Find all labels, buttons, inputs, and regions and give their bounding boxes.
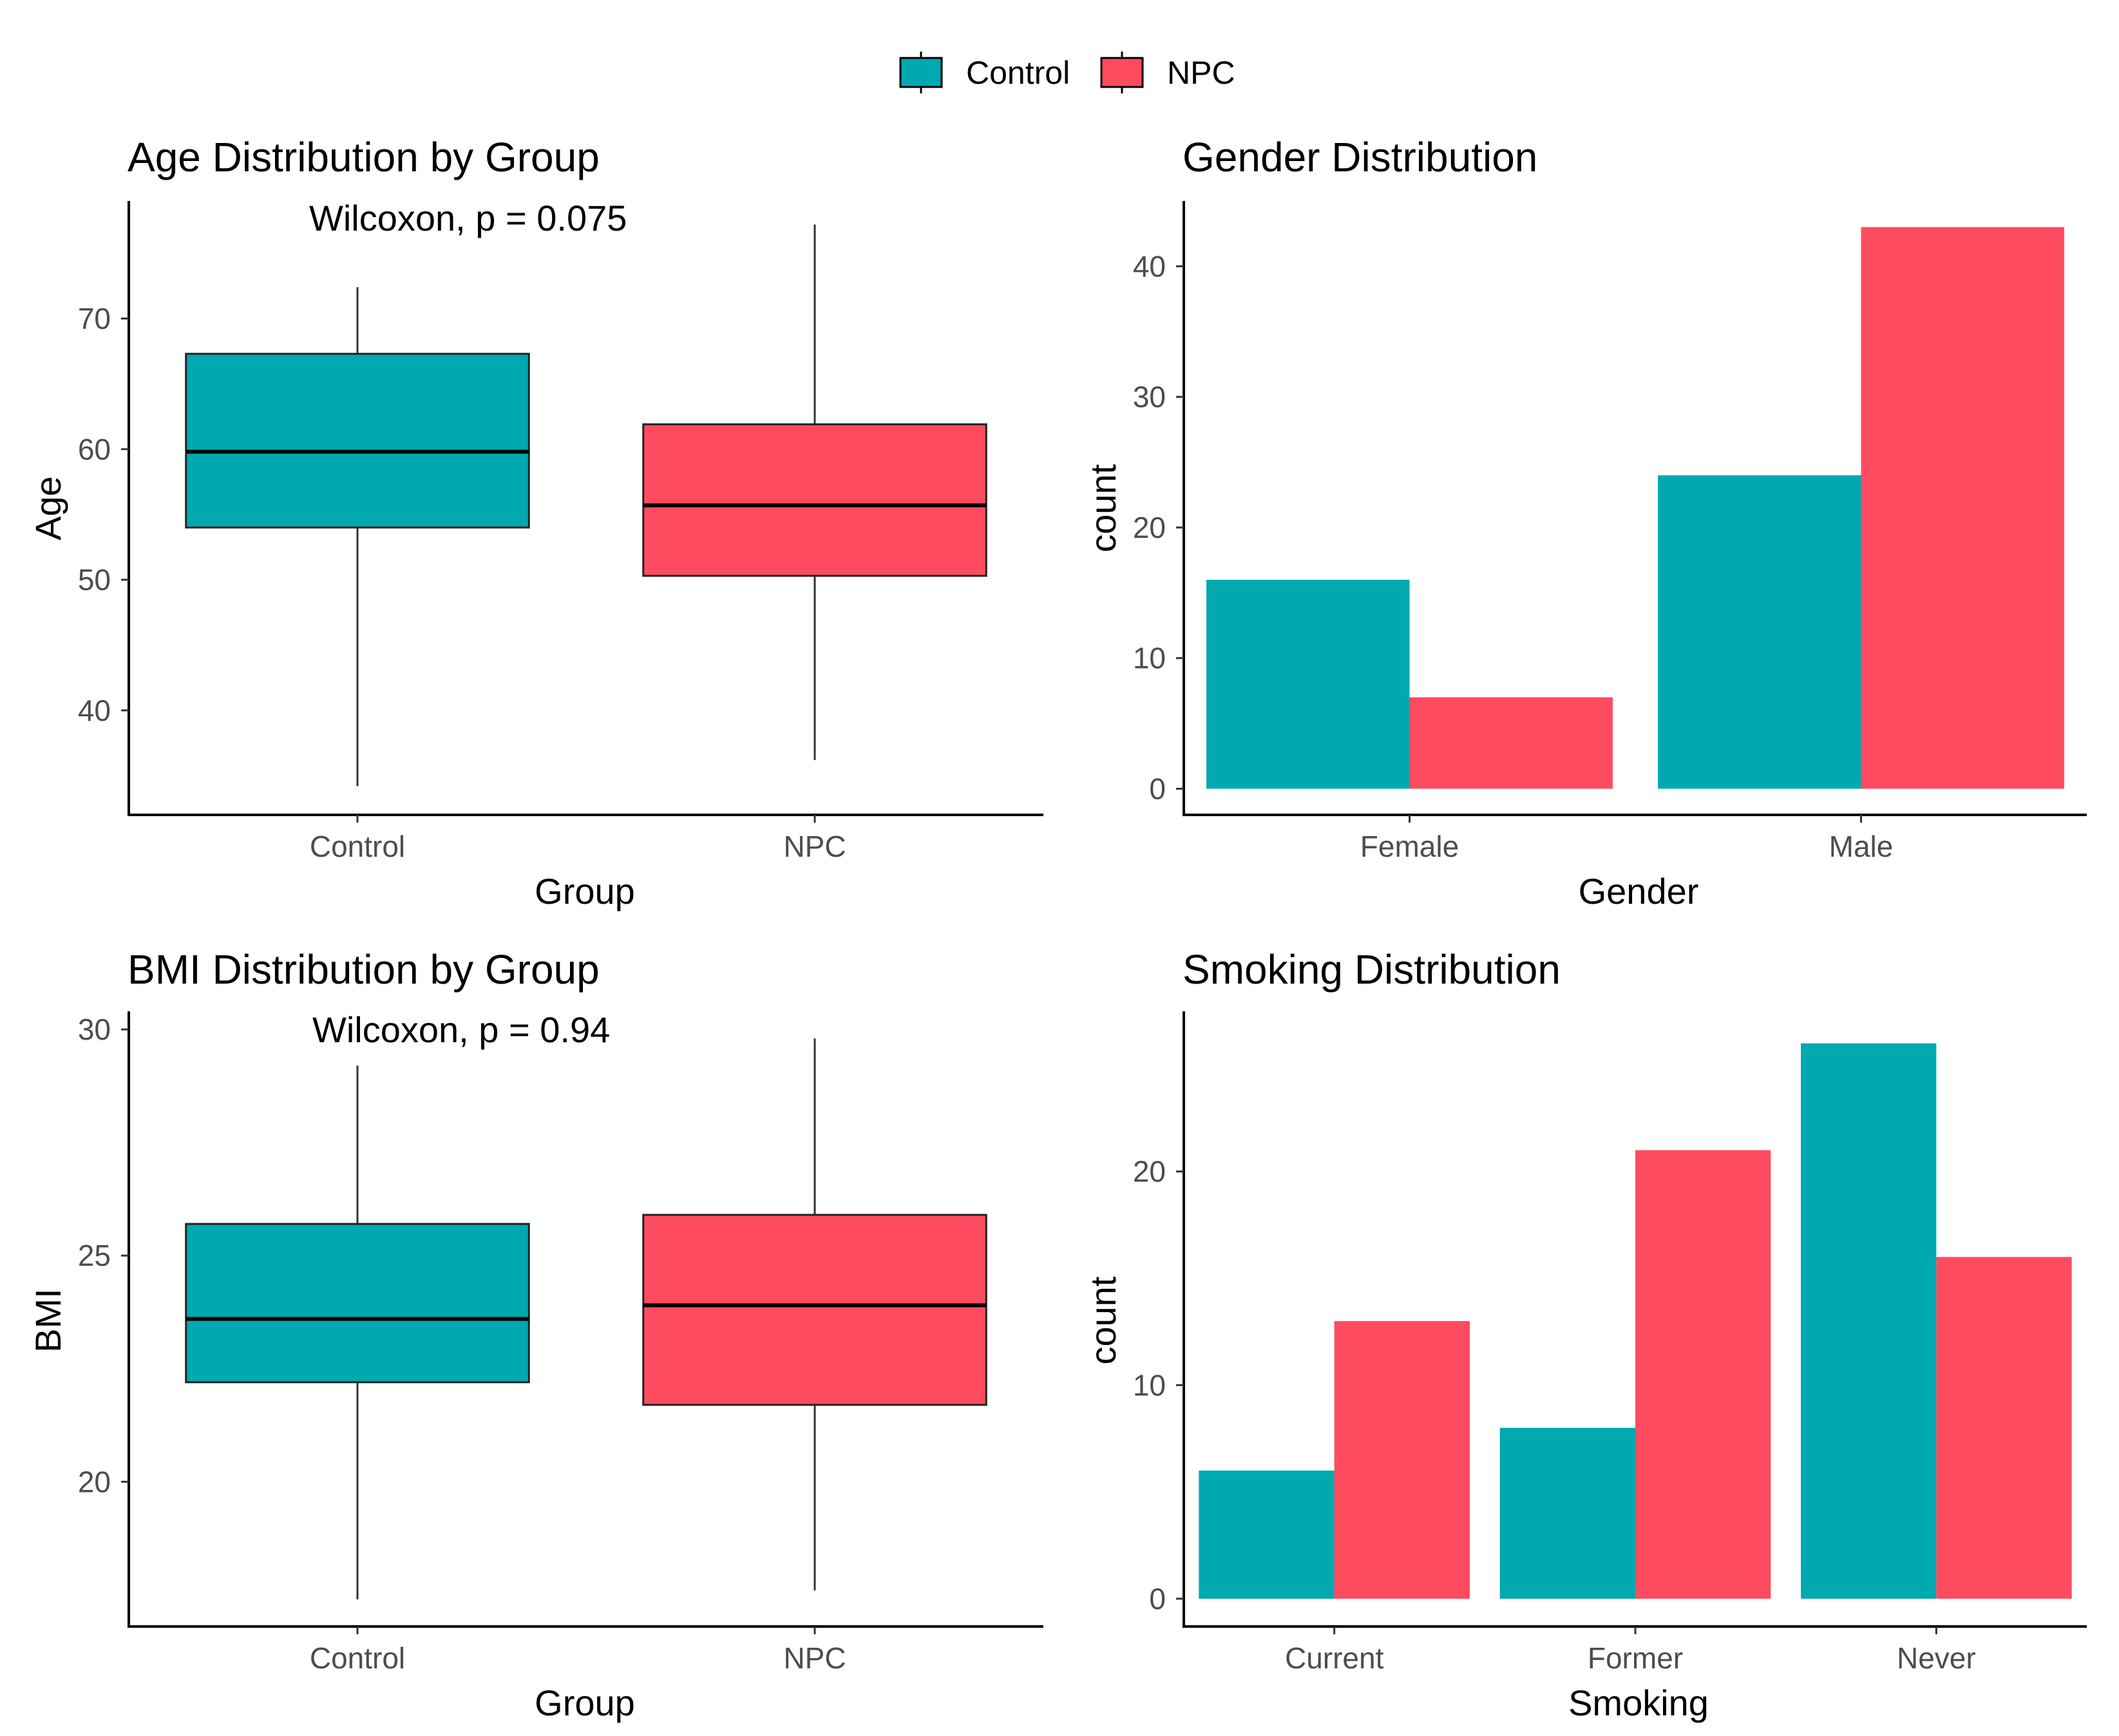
box-control: [185, 1065, 530, 1599]
bar-control-female: [1206, 580, 1410, 789]
x-tick-label: Current: [1285, 1641, 1384, 1675]
y-tick-label: 0: [1149, 1582, 1166, 1616]
y-tick-label: 20: [1133, 511, 1166, 544]
x-tick-label: Female: [1360, 830, 1459, 863]
y-axis-label: BMI: [28, 1288, 68, 1353]
x-tick-label: Control: [310, 1641, 405, 1675]
box-iqr: [642, 1214, 987, 1406]
y-tick-label: 30: [1133, 380, 1166, 414]
panel-age: Age Distribution by Group Wilcoxon, p = …: [28, 134, 1043, 911]
stat-annotation: Wilcoxon, p = 0.075: [309, 198, 627, 238]
box-iqr: [642, 423, 987, 577]
panel-title: Age Distribution by Group: [128, 134, 600, 180]
bar-npc-former: [1635, 1150, 1771, 1599]
x-axis-label: Gender: [1579, 871, 1699, 911]
y-tick-label: 20: [1133, 1155, 1166, 1188]
y-tick-label: 10: [1133, 1368, 1166, 1402]
bar-control-never: [1801, 1043, 1937, 1599]
y-tick-label: 40: [78, 694, 111, 727]
panel-title: Gender Distribution: [1183, 134, 1537, 180]
x-tick-label: Former: [1588, 1641, 1683, 1675]
panel-title: Smoking Distribution: [1183, 946, 1561, 993]
y-tick-label: 70: [78, 301, 111, 335]
y-tick-label: 25: [78, 1239, 111, 1272]
box-npc: [642, 1038, 987, 1590]
x-axis-label: Group: [535, 871, 635, 911]
panel-title: BMI Distribution by Group: [128, 946, 600, 993]
legend-swatch-control: [899, 57, 943, 88]
box-npc: [642, 224, 987, 760]
y-axis-label: Age: [28, 476, 68, 540]
legend-swatch-npc: [1100, 57, 1144, 88]
legend-key-control: Control: [899, 52, 1070, 93]
panel-gender: Gender Distribution count Gender 0 10 20 30…: [1083, 134, 2087, 911]
bar-npc-never: [1936, 1257, 2072, 1599]
x-axis-label: Group: [535, 1683, 635, 1723]
bar-npc-female: [1409, 697, 1613, 789]
x-tick-label: NPC: [783, 830, 846, 863]
y-axis-label: count: [1083, 1276, 1123, 1364]
box-iqr: [185, 352, 530, 529]
y-tick-label: 50: [78, 563, 111, 596]
x-tick-label: Male: [1829, 830, 1894, 863]
panel-smoking: Smoking Distribution count Smoking 0 10 20…: [1083, 946, 2087, 1723]
bar-control-male: [1658, 475, 1861, 789]
legend: Control NPC: [899, 52, 1235, 93]
bar-control-former: [1499, 1427, 1635, 1599]
box-iqr: [185, 1223, 530, 1384]
x-tick-label: Control: [310, 830, 405, 863]
x-tick-label: Never: [1897, 1641, 1976, 1675]
legend-label-control: Control: [966, 55, 1070, 91]
y-tick-label: 0: [1149, 772, 1166, 805]
stat-annotation: Wilcoxon, p = 0.94: [312, 1009, 610, 1050]
y-axis-label: count: [1083, 464, 1123, 552]
y-tick-label: 20: [78, 1465, 111, 1498]
y-tick-label: 10: [1133, 642, 1166, 675]
legend-label-npc: NPC: [1167, 55, 1235, 91]
y-tick-label: 30: [78, 1013, 111, 1046]
x-axis-label: Smoking: [1568, 1683, 1709, 1723]
y-tick-label: 40: [1133, 249, 1166, 283]
x-tick-label: NPC: [783, 1641, 846, 1675]
box-control: [185, 287, 530, 787]
legend-key-npc: NPC: [1100, 52, 1235, 93]
bar-control-current: [1199, 1470, 1335, 1599]
panel-bmi: BMI Distribution by Group Wilcoxon, p = …: [28, 946, 1043, 1723]
y-tick-label: 60: [78, 432, 111, 466]
bar-npc-current: [1334, 1321, 1470, 1599]
bar-npc-male: [1861, 227, 2064, 789]
